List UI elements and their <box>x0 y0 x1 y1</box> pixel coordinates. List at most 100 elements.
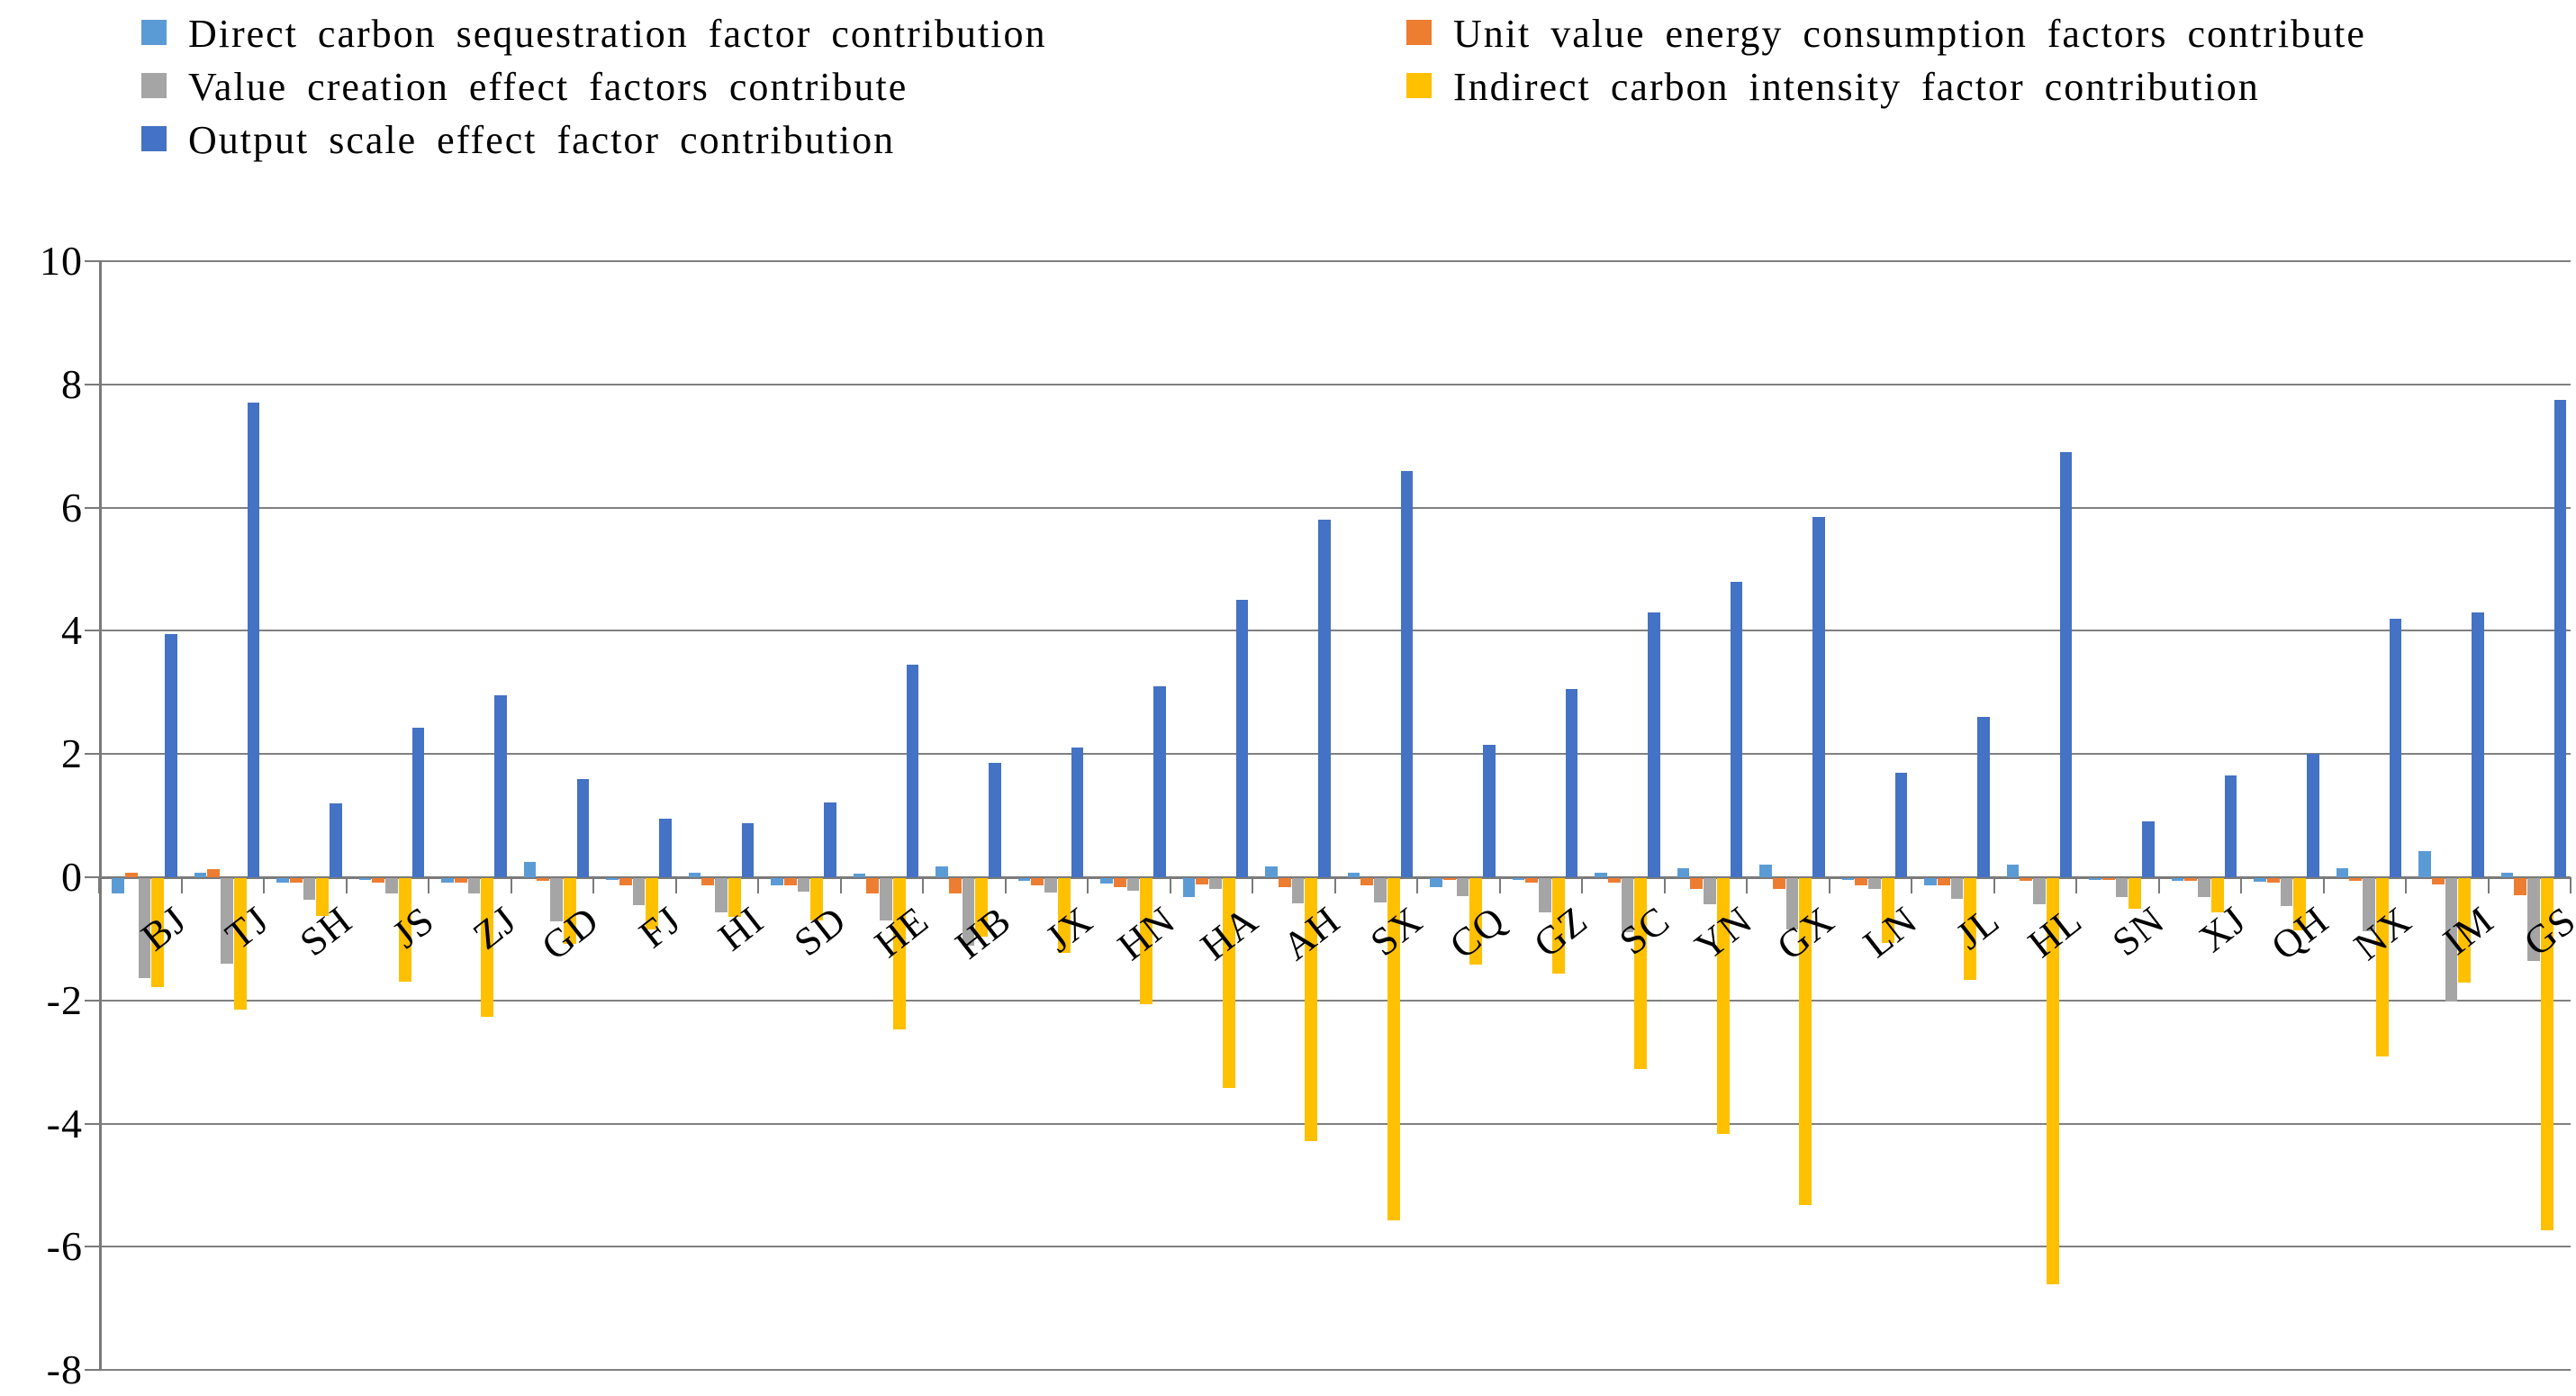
x-axis-tick <box>98 877 100 893</box>
bar-JS-series2 <box>372 878 385 884</box>
x-axis-tick <box>2322 877 2325 893</box>
y-axis-tick <box>85 999 99 1002</box>
x-axis-label-XJ: XJ <box>2191 897 2255 961</box>
x-axis-label-SD: SD <box>785 897 854 965</box>
bar-NX-series5 <box>2389 618 2402 877</box>
y-axis-tick-label: 6 <box>61 484 83 530</box>
x-axis-tick <box>1087 877 1089 893</box>
bar-GS-series3 <box>2527 878 2540 962</box>
bar-FJ-series2 <box>619 878 632 886</box>
bar-SX-series4 <box>1387 878 1400 1220</box>
bar-XJ-series5 <box>2224 775 2237 877</box>
bar-ZJ-series2 <box>454 878 467 884</box>
bar-JX-series3 <box>1044 878 1057 893</box>
gridline <box>99 630 2571 632</box>
bar-ZJ-series3 <box>467 878 481 894</box>
y-axis-tick-label: 8 <box>61 360 83 407</box>
bar-TJ-series4 <box>233 878 247 1010</box>
bar-XJ-series3 <box>2198 878 2210 897</box>
bar-SX-series1 <box>1347 873 1360 877</box>
bar-AH-series1 <box>1265 866 1278 877</box>
bar-SD-series2 <box>783 878 797 886</box>
x-axis-tick <box>1498 877 1501 893</box>
bar-JL-series2 <box>1937 878 1950 886</box>
bar-HE-series2 <box>866 878 880 894</box>
x-axis-tick <box>1169 877 1171 893</box>
x-axis-tick <box>1911 877 1912 893</box>
bar-HA-series3 <box>1209 878 1222 889</box>
bar-JS-series5 <box>411 728 425 877</box>
bar-LN-series1 <box>1841 878 1855 881</box>
bar-SD-series4 <box>810 878 824 921</box>
bar-GX-series4 <box>1799 878 1812 1205</box>
bar-GX-series2 <box>1772 878 1785 889</box>
bar-FJ-series4 <box>646 878 659 929</box>
gridline <box>99 260 2571 262</box>
bar-GD-series3 <box>550 878 563 921</box>
x-axis-label-JL: JL <box>1948 897 2008 958</box>
bar-SC-series2 <box>1607 878 1621 883</box>
bar-GX-series3 <box>1785 878 1799 929</box>
bar-SX-series3 <box>1374 878 1387 902</box>
bar-SH-series2 <box>289 878 303 884</box>
bar-TJ-series5 <box>247 403 260 877</box>
bar-XJ-series2 <box>2184 878 2198 882</box>
bar-BJ-series3 <box>138 878 151 978</box>
x-axis-tick <box>2075 877 2077 893</box>
bar-NX-series4 <box>2375 878 2389 1057</box>
bar-JL-series1 <box>1924 878 1937 886</box>
bar-TJ-series2 <box>207 869 221 877</box>
bar-HL-series2 <box>2020 878 2033 882</box>
x-axis-label-CQ: CQ <box>1441 897 1514 968</box>
y-axis-tick-label: -2 <box>46 976 83 1023</box>
x-axis-label-GS: GS <box>2515 897 2576 965</box>
bar-TJ-series1 <box>194 873 207 877</box>
bar-SD-series1 <box>771 878 783 886</box>
bar-HN-series2 <box>1113 878 1126 887</box>
x-axis-tick <box>2487 877 2490 893</box>
x-axis-tick <box>1416 877 1418 893</box>
bar-HB-series1 <box>935 866 948 877</box>
bar-YN-series4 <box>1716 878 1730 1134</box>
bar-JX-series5 <box>1071 748 1084 877</box>
bar-GS-series2 <box>2514 878 2527 896</box>
bar-YN-series2 <box>1690 878 1704 889</box>
bar-ZJ-series5 <box>494 695 507 877</box>
x-axis-label-QH: QH <box>2263 897 2337 969</box>
legend-label-series3: Value creation effect factors contribute <box>188 65 908 109</box>
x-axis-tick <box>674 877 677 893</box>
bar-SD-series3 <box>797 878 810 893</box>
bar-GD-series2 <box>537 878 550 881</box>
bar-HB-series2 <box>948 878 962 894</box>
bar-SH-series1 <box>276 878 289 884</box>
bar-SN-series5 <box>2142 821 2155 877</box>
bar-BJ-series5 <box>165 633 177 877</box>
bar-HA-series4 <box>1222 878 1235 1088</box>
bar-SD-series5 <box>824 802 836 877</box>
bar-YN-series5 <box>1730 581 1743 877</box>
bar-GZ-series5 <box>1565 689 1578 877</box>
gridline <box>99 383 2571 385</box>
y-axis-tick-label: 0 <box>61 854 83 900</box>
bar-SX-series5 <box>1400 470 1414 877</box>
bar-SH-series3 <box>303 878 316 900</box>
bar-GX-series5 <box>1812 516 1825 877</box>
legend-marker-series5 <box>141 126 167 151</box>
bar-JL-series4 <box>1964 878 1977 980</box>
x-axis-tick <box>263 877 265 893</box>
x-axis-label-SN: SN <box>2103 897 2173 965</box>
bar-IM-series4 <box>2458 878 2472 984</box>
x-axis-label-YN: YN <box>1686 897 1761 969</box>
x-axis-tick <box>428 877 429 893</box>
bar-FJ-series1 <box>606 878 619 881</box>
x-axis-label-HA: HA <box>1192 897 1267 969</box>
y-axis-tick <box>85 506 99 509</box>
bar-NX-series3 <box>2363 878 2375 931</box>
x-axis-tick <box>839 877 842 893</box>
bar-SC-series3 <box>1621 878 1634 933</box>
bar-JX-series1 <box>1017 878 1031 882</box>
bar-BJ-series1 <box>112 878 124 894</box>
x-axis-tick <box>1333 877 1336 893</box>
bar-JX-series4 <box>1057 878 1071 953</box>
